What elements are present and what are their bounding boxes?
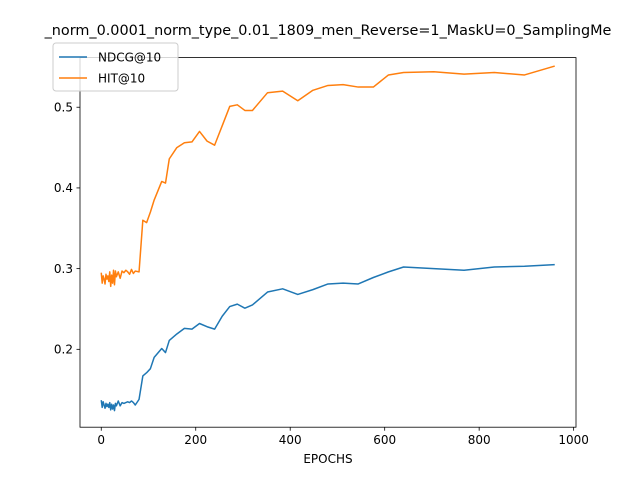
chart-title: _norm_0.0001_norm_type_0.01_1809_men_Rev… xyxy=(44,23,612,39)
legend-label-ndcg: NDCG@10 xyxy=(98,51,161,65)
x-tick-label: 0 xyxy=(97,433,105,447)
x-tick-label: 1000 xyxy=(558,433,589,447)
y-tick-label: 0.3 xyxy=(54,262,73,276)
axes-frame xyxy=(79,57,577,428)
series-line-ndcg xyxy=(100,263,555,412)
y-tick-label: 0.5 xyxy=(54,100,73,114)
x-tick-label: 800 xyxy=(468,433,491,447)
series-layer xyxy=(100,65,555,412)
legend: NDCG@10 HIT@10 xyxy=(52,42,179,92)
x-axis-label: EPOCHS xyxy=(303,452,352,466)
y-axis-ticks: 0.2 0.3 0.4 0.5 xyxy=(54,100,80,357)
series-line-hit xyxy=(100,65,555,288)
x-tick-label: 600 xyxy=(373,433,396,447)
plot-area xyxy=(80,57,576,428)
x-tick-label: 400 xyxy=(279,433,302,447)
y-tick-label: 0.4 xyxy=(54,181,73,195)
x-tick-label: 200 xyxy=(184,433,207,447)
y-tick-label: 0.2 xyxy=(54,343,73,357)
x-axis-ticks: 0 200 400 600 800 1000 xyxy=(97,427,589,447)
legend-box xyxy=(52,42,179,92)
legend-label-hit: HIT@10 xyxy=(98,72,145,86)
